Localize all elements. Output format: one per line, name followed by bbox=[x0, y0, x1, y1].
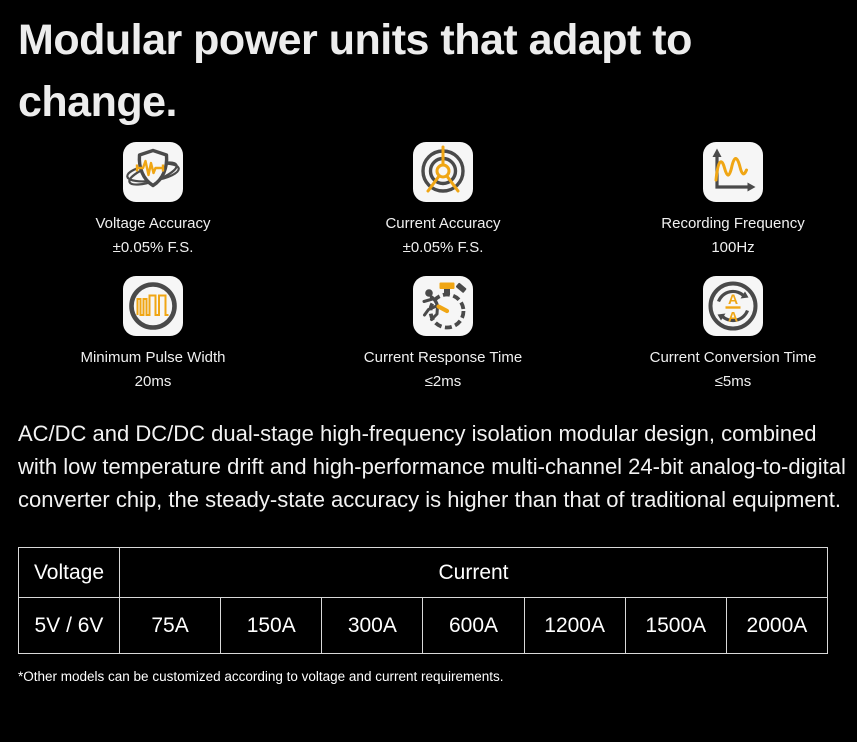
feature-title: Current Accuracy bbox=[385, 215, 501, 232]
feature-value: ±0.05% F.S. bbox=[402, 239, 484, 256]
current-value-cell: 1500A bbox=[624, 597, 727, 654]
conversion-a-upper: A bbox=[728, 291, 738, 307]
current-value-cell: 150A bbox=[220, 597, 323, 654]
feature-value: ±0.05% F.S. bbox=[112, 239, 194, 256]
current-value-cell: 2000A bbox=[725, 597, 829, 654]
spec-table-header-row: Voltage Current bbox=[18, 547, 828, 598]
feature-value: ≤5ms bbox=[714, 373, 752, 390]
spec-table: Voltage Current 5V / 6V 75A 150A 300A 60… bbox=[18, 547, 829, 654]
current-value-cell: 75A bbox=[118, 597, 222, 654]
feature-value: 20ms bbox=[134, 373, 172, 390]
feature-current-conversion-time: A A Current Conversion Time ≤5ms bbox=[588, 276, 857, 390]
feature-title: Recording Frequency bbox=[661, 215, 805, 232]
voltage-value-cell: 5V / 6V bbox=[18, 597, 120, 654]
feature-title: Current Response Time bbox=[363, 349, 523, 366]
feature-value: 100Hz bbox=[711, 239, 755, 256]
feature-title: Voltage Accuracy bbox=[95, 215, 211, 232]
conversion-time-cycle-icon: A A bbox=[703, 276, 763, 336]
voltage-header-cell: Voltage bbox=[18, 547, 120, 598]
voltage-accuracy-shield-waveform-icon bbox=[123, 142, 183, 202]
feature-title: Minimum Pulse Width bbox=[80, 349, 226, 366]
response-time-stopwatch-runner-icon bbox=[413, 276, 473, 336]
spec-table-data-row: 5V / 6V 75A 150A 300A 600A 1200A 1500A 2… bbox=[18, 597, 829, 654]
current-value-cell: 600A bbox=[422, 597, 525, 654]
conversion-a-lower: A bbox=[728, 309, 738, 325]
feature-recording-frequency: Recording Frequency 100Hz bbox=[588, 142, 857, 256]
feature-current-response-time: Current Response Time ≤2ms bbox=[298, 276, 588, 390]
current-accuracy-target-icon bbox=[413, 142, 473, 202]
current-value-cell: 300A bbox=[321, 597, 424, 654]
current-header-cell: Current bbox=[119, 547, 828, 598]
recording-frequency-wave-chart-icon bbox=[703, 142, 763, 202]
feature-value: ≤2ms bbox=[424, 373, 462, 390]
feature-current-accuracy: Current Accuracy ±0.05% F.S. bbox=[298, 142, 588, 256]
feature-voltage-accuracy: Voltage Accuracy ±0.05% F.S. bbox=[8, 142, 298, 256]
feature-minimum-pulse-width: Minimum Pulse Width 20ms bbox=[8, 276, 298, 390]
current-value-cell: 1200A bbox=[523, 597, 626, 654]
description-paragraph: AC/DC and DC/DC dual-stage high-frequenc… bbox=[18, 421, 846, 512]
features-grid: Voltage Accuracy ±0.05% F.S. Current Acc… bbox=[8, 142, 857, 390]
page-title: Modular power units that adapt to change… bbox=[18, 16, 692, 126]
minimum-pulse-width-circle-icon bbox=[123, 276, 183, 336]
footnote: *Other models can be customized accordin… bbox=[18, 669, 504, 684]
feature-title: Current Conversion Time bbox=[649, 349, 817, 366]
